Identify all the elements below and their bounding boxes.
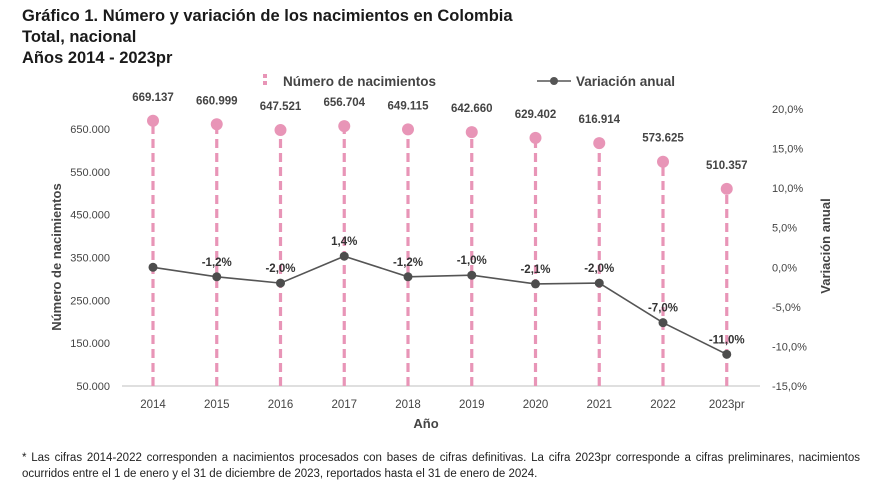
left-axis-title: Número de nacimientos <box>49 183 64 330</box>
chart-subtitle: Total, nacional <box>22 28 137 46</box>
right-axis-tick-label: -5,0% <box>772 302 801 314</box>
births-marker <box>720 182 733 195</box>
left-axis-tick-label: 350.000 <box>70 253 110 265</box>
variation-data-label: 1,4% <box>331 236 357 248</box>
left-axis-tick-label: 250.000 <box>70 295 110 307</box>
variation-marker <box>594 278 604 288</box>
chart-title-block: Gráfico 1. Número y variación de los nac… <box>22 6 513 69</box>
left-axis-tick-label: 650.000 <box>70 124 110 136</box>
x-axis-tick-label: 2022 <box>650 399 676 411</box>
variation-marker <box>339 251 349 261</box>
births-marker <box>529 131 542 144</box>
variation-marker <box>531 279 540 289</box>
births-data-label: 510.357 <box>706 160 748 172</box>
variation-marker <box>658 318 668 328</box>
births-marker <box>465 126 478 139</box>
births-marker <box>147 114 159 127</box>
variation-marker <box>212 272 222 282</box>
x-axis-tick-label: 2023pr <box>709 399 745 411</box>
right-axis-title: Variación anual <box>818 198 833 293</box>
x-axis-tick-label: 2017 <box>331 399 357 411</box>
births-marker <box>274 124 287 137</box>
births-marker <box>402 123 414 136</box>
chart-period: Años 2014 - 2023pr <box>22 49 173 67</box>
variation-data-label: -1,0% <box>457 255 487 267</box>
right-axis-tick-label: 10,0% <box>772 183 803 195</box>
variation-data-label: -2,0% <box>584 263 614 275</box>
left-axis-tick-label: 550.000 <box>70 167 110 179</box>
births-data-label: 573.625 <box>642 133 684 145</box>
variation-marker <box>276 278 285 288</box>
births-marker <box>657 155 669 168</box>
variation-marker <box>148 262 158 272</box>
variation-data-label: -2,0% <box>265 263 295 275</box>
x-axis-tick-label: 2021 <box>586 399 612 411</box>
births-marker <box>593 137 606 150</box>
births-marker <box>210 118 223 131</box>
births-data-label: 629.402 <box>515 109 557 121</box>
right-axis-tick-label: -15,0% <box>772 381 807 393</box>
births-chart: Número de nacimientos Variación anual 50.0… <box>49 74 833 431</box>
right-axis-tick-label: -10,0% <box>772 341 807 353</box>
x-axis-title: Año <box>413 416 438 431</box>
variation-data-label: -11,0% <box>709 334 745 346</box>
variation-data-label: -2,1% <box>520 264 550 276</box>
left-axis-tick-label: 150.000 <box>70 338 110 350</box>
right-axis-tick-label: 20,0% <box>772 104 803 116</box>
x-axis-tick-label: 2014 <box>140 399 166 411</box>
births-marker <box>338 120 351 133</box>
legend-variation-marker <box>550 77 558 85</box>
births-data-label: 649.115 <box>388 100 430 112</box>
left-axis-tick-label: 50.000 <box>76 381 110 393</box>
x-axis-tick-label: 2020 <box>523 399 549 411</box>
right-axis-tick-label: 5,0% <box>772 223 797 235</box>
variation-data-label: -1,2% <box>393 257 423 269</box>
left-axis-tick-label: 450.000 <box>70 210 110 222</box>
chart-footnote: * Las cifras 2014-2022 corresponden a na… <box>22 452 860 480</box>
births-data-label: 616.914 <box>578 114 620 126</box>
variation-marker <box>722 349 732 359</box>
chart-title: Gráfico 1. Número y variación de los nac… <box>22 7 513 25</box>
births-data-label: 660.999 <box>196 95 238 107</box>
legend-births-label: Número de nacimientos <box>283 74 436 89</box>
variation-data-label: -7,0% <box>648 303 678 315</box>
variation-line <box>152 255 728 356</box>
births-data-label: 647.521 <box>260 101 302 113</box>
right-axis-tick-label: 0,0% <box>772 262 797 274</box>
variation-data-label: -1,2% <box>202 257 232 269</box>
variation-marker <box>403 272 413 282</box>
x-axis-tick-label: 2016 <box>268 399 294 411</box>
right-axis-tick-label: 15,0% <box>772 144 803 156</box>
x-axis-tick-label: 2015 <box>204 399 230 411</box>
variation-marker <box>467 270 477 280</box>
births-data-label: 669.137 <box>132 92 174 104</box>
x-axis-tick-label: 2018 <box>395 399 421 411</box>
births-data-label: 642.660 <box>451 103 493 115</box>
x-axis-tick-label: 2019 <box>459 399 485 411</box>
births-data-label: 656.704 <box>323 97 365 109</box>
legend-variation-label: Variación anual <box>576 74 675 89</box>
